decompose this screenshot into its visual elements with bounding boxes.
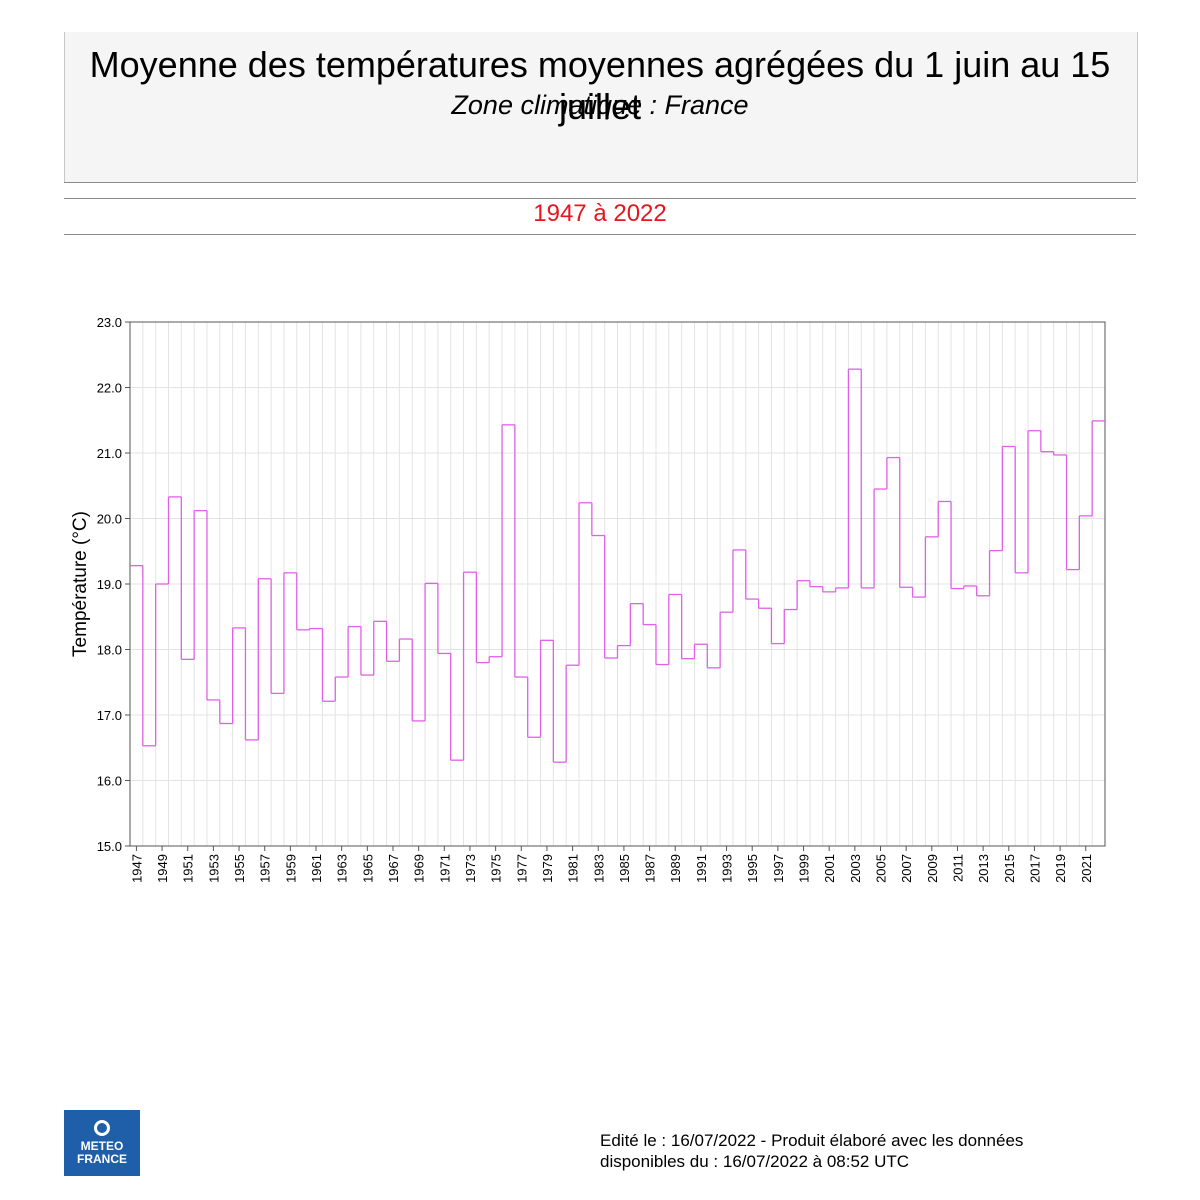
x-tick-label: 1963 <box>335 854 350 883</box>
period-bottom-divider <box>64 234 1136 235</box>
y-tick-label: 18.0 <box>97 643 122 658</box>
x-tick-label: 2011 <box>950 854 965 882</box>
x-tick-label: 2003 <box>848 854 863 883</box>
x-tick-label: 1979 <box>540 854 555 883</box>
x-tick-label: 1983 <box>591 854 606 883</box>
y-tick-label: 16.0 <box>97 774 122 789</box>
x-tick-label: 1993 <box>720 854 735 883</box>
x-tick-label: 1977 <box>514 854 529 883</box>
x-tick-label: 1953 <box>206 854 221 883</box>
y-axis-label: Température (°C) <box>70 511 91 657</box>
x-tick-label: 1951 <box>181 854 196 883</box>
chart-subtitle: Zone climatique : France <box>451 90 749 120</box>
x-tick-label: 1975 <box>489 854 504 883</box>
footer-note: Edité le : 16/07/2022 - Produit élaboré … <box>600 1130 1023 1172</box>
x-tick-label: 1991 <box>694 854 709 883</box>
period-label: 1947 à 2022 <box>533 200 667 227</box>
x-tick-label: 1961 <box>309 854 324 883</box>
x-tick-label: 1985 <box>617 854 632 883</box>
x-tick-label: 1965 <box>360 854 375 883</box>
y-tick-label: 23.0 <box>97 315 122 330</box>
x-tick-label: 2001 <box>822 854 837 883</box>
x-tick-label: 1995 <box>745 854 760 883</box>
x-tick-label: 2021 <box>1079 854 1094 883</box>
logo-mark-icon <box>94 1120 110 1136</box>
x-tick-label: 2019 <box>1053 854 1068 883</box>
x-tick-label: 1971 <box>437 854 452 883</box>
series-marks <box>130 368 1105 763</box>
x-tick-label: 1987 <box>643 854 658 883</box>
x-tick-label: 2015 <box>1002 854 1017 883</box>
x-tick-label: 2007 <box>899 854 914 883</box>
meteo-france-logo-icon: METEO FRANCE <box>64 1110 140 1176</box>
y-tick-label: 19.0 <box>97 577 122 592</box>
y-tick-label: 22.0 <box>97 381 122 396</box>
x-tick-label: 1959 <box>283 854 298 883</box>
header-divider <box>64 182 1136 183</box>
x-tick-label: 1967 <box>386 854 401 883</box>
footer-line1: Edité le : 16/07/2022 - Produit élaboré … <box>600 1131 1024 1150</box>
logo-line1: METEO <box>80 1139 124 1153</box>
y-tick-label: 20.0 <box>97 512 122 527</box>
axis-ticks: 15.0 16.0 17.0 18.0 19.0 20.0 21.0 22.0 23.0 1947… <box>97 315 1094 883</box>
x-tick-label: 1997 <box>771 854 786 883</box>
y-tick-label: 17.0 <box>97 708 122 723</box>
period-top-divider <box>64 198 1136 199</box>
x-tick-label: 1955 <box>232 854 247 883</box>
x-tick-label: 2017 <box>1027 854 1042 883</box>
x-tick-label: 1947 <box>129 854 144 883</box>
x-tick-label: 1957 <box>258 854 273 883</box>
x-tick-label: 1989 <box>668 854 683 883</box>
x-tick-label: 2009 <box>925 854 940 883</box>
footer-line2: disponibles du : 16/07/2022 à 08:52 UTC <box>600 1152 910 1171</box>
grid-lines <box>130 321 1105 847</box>
x-tick-label: 1949 <box>155 854 170 883</box>
x-tick-label: 1999 <box>797 854 812 883</box>
x-tick-label: 1969 <box>412 854 427 883</box>
header-panel <box>64 32 1138 182</box>
chart-title: Moyenne des températures moyennes agrégé… <box>89 44 1111 127</box>
x-tick-label: 2013 <box>976 854 991 883</box>
y-tick-label: 15.0 <box>97 839 122 854</box>
x-tick-label: 1981 <box>566 854 581 883</box>
logo-line2: FRANCE <box>77 1152 127 1166</box>
x-tick-label: 1973 <box>463 854 478 883</box>
y-tick-label: 21.0 <box>97 446 122 461</box>
x-tick-label: 2005 <box>873 854 888 883</box>
